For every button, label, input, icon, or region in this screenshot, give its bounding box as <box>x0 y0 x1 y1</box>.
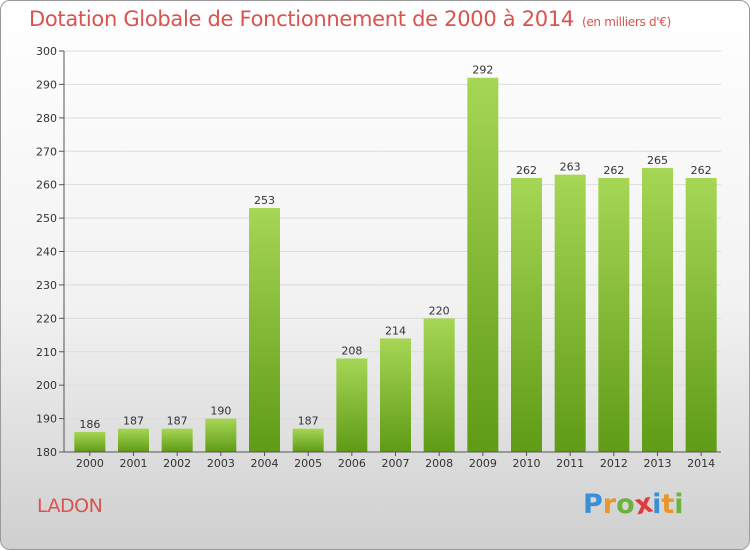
y-tick-label: 220 <box>36 312 57 325</box>
y-tick-label: 190 <box>36 413 57 426</box>
bar-value-label: 262 <box>603 164 624 177</box>
bar-2012 <box>598 177 630 452</box>
bar-value-label: 208 <box>341 344 362 357</box>
y-tick-label: 260 <box>36 179 57 192</box>
place-name: LADON <box>37 495 103 517</box>
x-tick-label: 2008 <box>425 457 453 470</box>
bar-2013 <box>642 167 673 453</box>
x-tick-label: 2013 <box>644 457 672 470</box>
x-tick-label: 2001 <box>120 457 148 470</box>
bar-value-label: 220 <box>429 304 450 317</box>
bar-2005 <box>292 428 324 452</box>
bar-2001 <box>118 428 149 452</box>
chart-title: Dotation Globale de Fonctionnement de 20… <box>29 7 671 31</box>
x-tick-label: 2014 <box>687 457 715 470</box>
bar-value-label: 262 <box>691 164 712 177</box>
y-tick-label: 240 <box>36 246 57 259</box>
logo-letter: t <box>661 489 675 520</box>
y-tick-label: 250 <box>36 212 57 225</box>
bar-value-label: 262 <box>516 164 537 177</box>
logo-letter: i <box>652 489 662 520</box>
bar-value-label: 214 <box>385 324 406 337</box>
proxiti-logo: Proxiti <box>583 488 684 522</box>
bar-2002 <box>161 428 193 452</box>
y-tick-label: 210 <box>36 346 57 359</box>
bar-2004 <box>249 208 280 452</box>
bar-value-label: 187 <box>298 415 319 428</box>
chart-unit: (en milliers d'€) <box>581 15 671 29</box>
x-tick-label: 2007 <box>382 457 410 470</box>
chart-title-text: Dotation Globale de Fonctionnement de 20… <box>29 7 574 31</box>
y-tick-label: 230 <box>36 279 57 292</box>
bar-2011 <box>554 174 586 452</box>
logo-letter: P <box>583 489 603 520</box>
bar-value-label: 187 <box>123 415 144 428</box>
bars: 186 187 187 190 253 187 208 214 220 292 262 263 262 2… <box>74 64 717 453</box>
bar-value-label: 253 <box>254 194 275 207</box>
logo-letter: r <box>602 489 617 520</box>
x-tick-label: 2010 <box>513 457 541 470</box>
y-tick-label: 300 <box>36 45 57 58</box>
y-tick-label: 270 <box>36 145 57 158</box>
x-tick-label: 2006 <box>338 457 366 470</box>
x-tick-label: 2003 <box>207 457 235 470</box>
bar-2010 <box>511 177 542 452</box>
bar-value-label: 190 <box>210 405 231 418</box>
y-tick-label: 290 <box>36 78 57 91</box>
x-tick-label: 2009 <box>469 457 497 470</box>
y-tick-label: 180 <box>36 446 57 459</box>
bar-value-label: 186 <box>79 418 100 431</box>
bar-2003 <box>205 418 237 452</box>
x-tick-label: 2004 <box>251 457 279 470</box>
y-tick-label: 200 <box>36 379 57 392</box>
y-axis: 180 190 200 210 220 230 240 250 260 270 280 290 300 <box>36 45 721 459</box>
bar-2000 <box>74 431 106 452</box>
x-tick-label: 2000 <box>76 457 104 470</box>
x-tick-label: 2002 <box>163 457 191 470</box>
logo-letter: i <box>674 489 684 520</box>
bar-2007 <box>380 338 411 452</box>
x-tick-label: 2011 <box>556 457 584 470</box>
bar-2006 <box>336 358 368 452</box>
bar-value-label: 187 <box>167 415 188 428</box>
bar-value-label: 292 <box>472 64 493 77</box>
bar-value-label: 265 <box>647 154 668 167</box>
x-axis: 2000 2001 2002 2003 2004 2005 2006 2007 2008 2009… <box>76 452 715 470</box>
bar-value-label: 263 <box>560 161 581 174</box>
logo-letter: o <box>616 489 635 520</box>
y-tick-label: 280 <box>36 112 57 125</box>
bar-2008 <box>423 318 455 452</box>
x-tick-label: 2005 <box>294 457 322 470</box>
bar-2009 <box>467 77 499 452</box>
bar-2014 <box>685 177 717 452</box>
x-tick-label: 2012 <box>600 457 628 470</box>
